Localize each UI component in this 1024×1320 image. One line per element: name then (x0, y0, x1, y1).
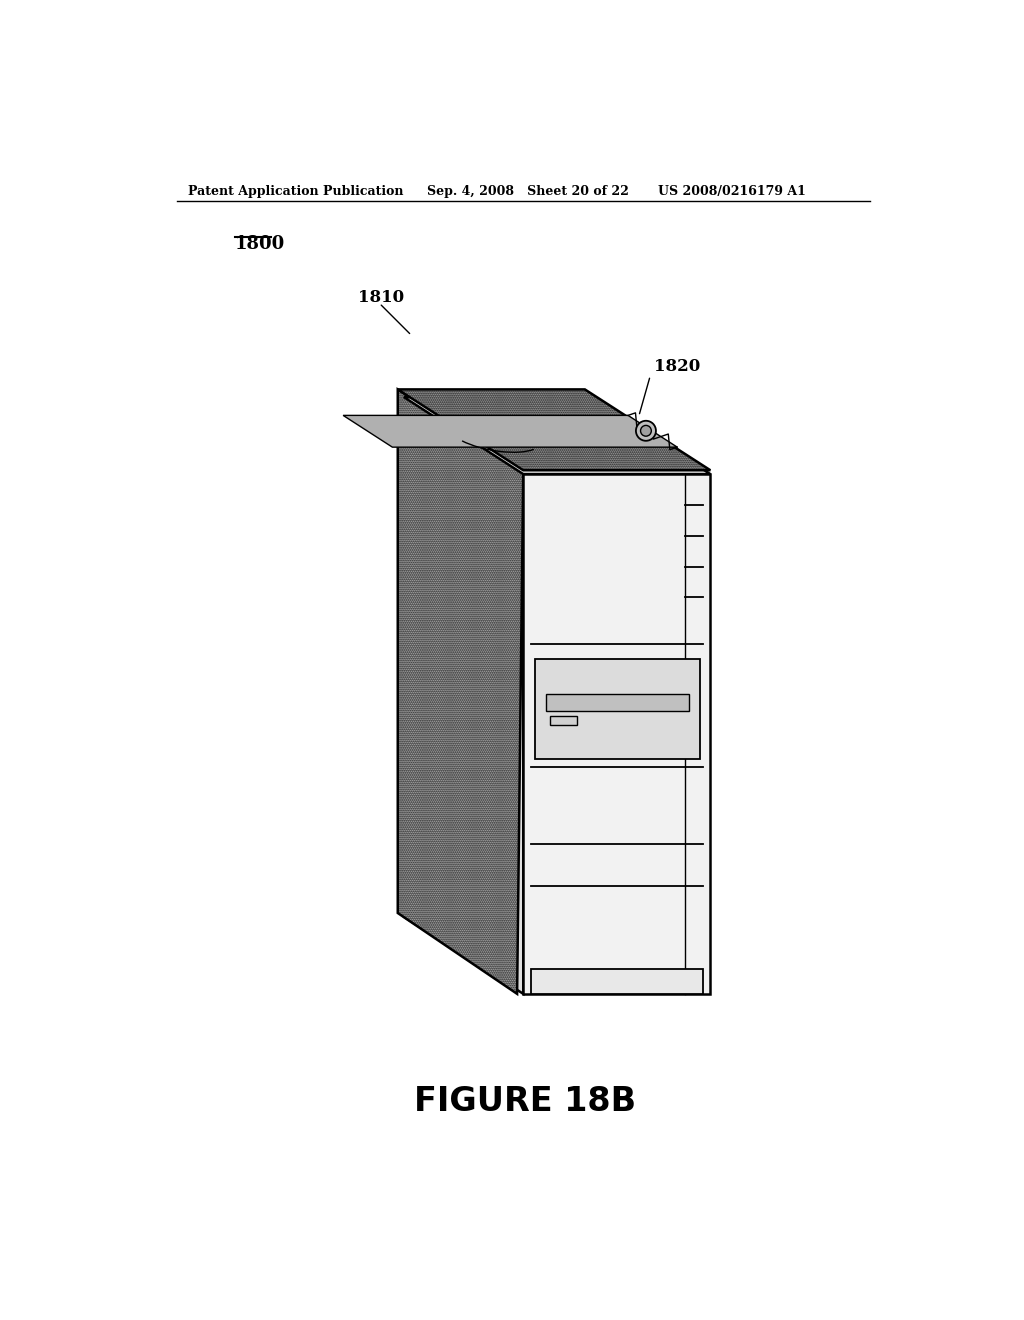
Bar (531, 969, 702, 994)
Polygon shape (403, 397, 523, 994)
Text: US 2008/0216179 A1: US 2008/0216179 A1 (658, 185, 806, 198)
Text: Sep. 4, 2008   Sheet 20 of 22: Sep. 4, 2008 Sheet 20 of 22 (427, 185, 629, 198)
Polygon shape (397, 389, 523, 994)
Polygon shape (403, 397, 711, 474)
Text: 1810: 1810 (357, 289, 403, 305)
Text: FIGURE 18B: FIGURE 18B (414, 1085, 636, 1118)
Circle shape (636, 421, 656, 441)
Polygon shape (343, 416, 677, 447)
Bar (550, 715, 578, 725)
Text: Patent Application Publication: Patent Application Publication (188, 185, 403, 198)
Text: 1800: 1800 (234, 235, 285, 253)
Text: 122: 122 (469, 429, 501, 442)
Text: 1820: 1820 (654, 358, 700, 375)
Bar (547, 694, 689, 711)
Bar (535, 659, 700, 759)
Polygon shape (397, 389, 711, 470)
Polygon shape (523, 474, 711, 994)
Circle shape (641, 425, 651, 436)
